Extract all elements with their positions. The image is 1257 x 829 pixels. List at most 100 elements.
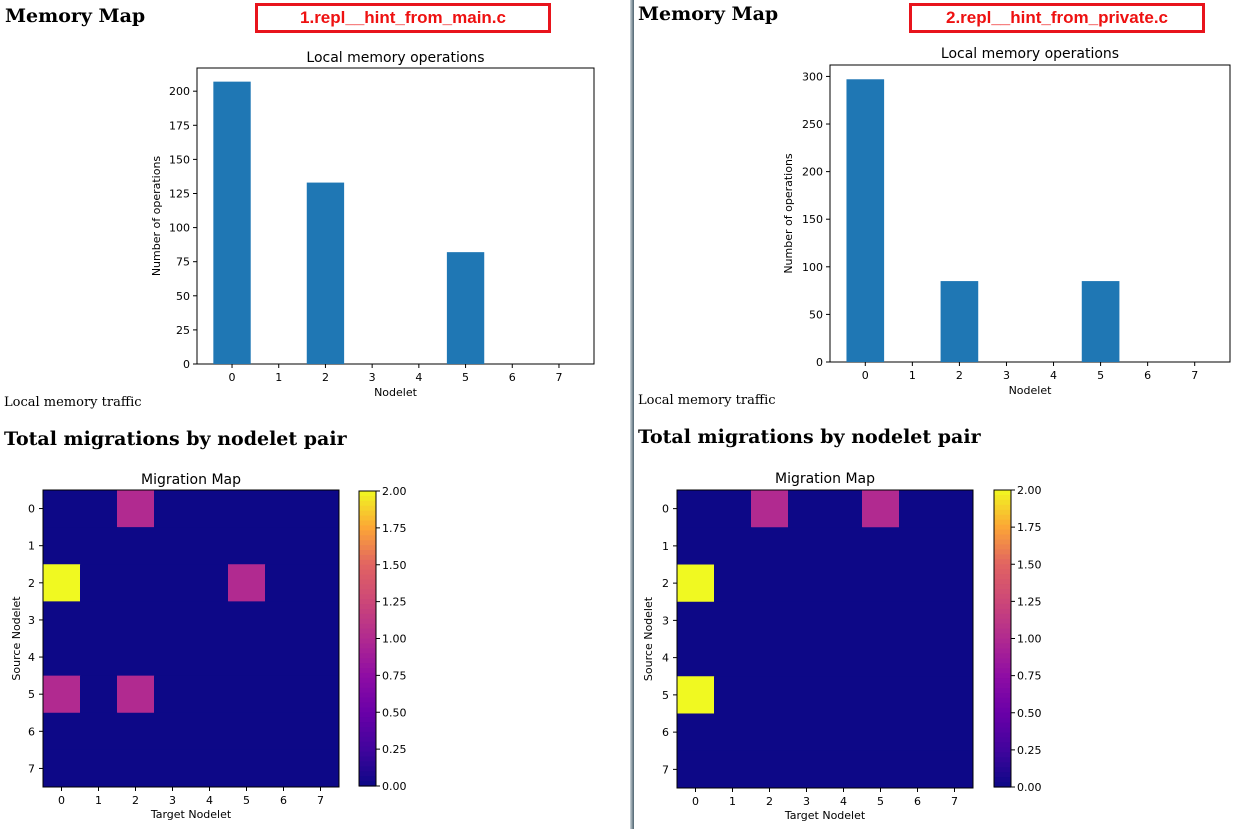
y-tick-label: 0 <box>28 503 35 516</box>
heatmap-cell <box>117 527 155 565</box>
y-tick-label: 50 <box>176 290 190 303</box>
colorbar-tick-label: 1.75 <box>382 522 407 535</box>
colorbar-segment <box>994 579 1011 585</box>
colorbar-segment <box>994 524 1011 531</box>
heatmap-cell <box>80 675 118 714</box>
colorbar-segment <box>359 633 376 640</box>
heatmap-cell <box>302 490 340 528</box>
heatmap-cell <box>936 490 974 528</box>
y-axis-label: Source Nodelet <box>642 596 655 681</box>
colorbar-segment <box>994 722 1011 729</box>
heatmap-cell <box>302 601 340 639</box>
colorbar-tick-label: 1.50 <box>1017 558 1042 571</box>
heatmap-cell <box>265 675 303 714</box>
heatmap-cell <box>677 490 715 528</box>
colorbar-segment <box>359 741 376 748</box>
x-tick-label: 1 <box>275 371 282 384</box>
heatmap-cell <box>43 601 81 639</box>
y-tick-label: 50 <box>809 308 823 321</box>
heatmap-cell <box>154 527 192 565</box>
section-heading: Total migrations by nodelet pair <box>638 426 981 448</box>
colorbar-segment <box>359 663 376 669</box>
heatmap-cell <box>302 749 340 788</box>
heatmap-cell <box>899 564 937 603</box>
heatmap-cell <box>899 676 937 714</box>
heatmap-cell <box>751 564 789 603</box>
heatmap-cell <box>936 750 974 789</box>
bar <box>213 81 251 364</box>
heatmap-cell <box>899 490 937 528</box>
x-axis-label: Nodelet <box>1009 384 1053 397</box>
colorbar-segment <box>359 609 376 615</box>
colorbar-segment <box>359 525 376 531</box>
y-tick-label: 3 <box>28 614 35 627</box>
x-tick-label: 2 <box>956 369 963 382</box>
heatmap-cell <box>154 675 192 714</box>
colorbar-segment <box>359 731 376 738</box>
colorbar-segment <box>994 608 1011 615</box>
colorbar-tick-label: 0.25 <box>1017 744 1042 757</box>
heatmap-cell <box>117 601 155 639</box>
colorbar-segment <box>359 505 376 512</box>
y-tick-label: 4 <box>28 651 35 664</box>
heatmap-cell <box>677 713 715 752</box>
colorbar-segment <box>994 509 1011 516</box>
y-tick-label: 4 <box>662 652 669 665</box>
heatmap-cell <box>899 713 937 752</box>
heatmap-cell <box>862 601 900 640</box>
colorbar-segment <box>359 672 376 679</box>
heatmap-cell <box>714 676 752 714</box>
heatmap-cell <box>936 601 974 640</box>
colorbar-segment <box>359 579 376 586</box>
heatmap-cell <box>191 749 229 788</box>
colorbar-segment <box>359 668 376 674</box>
colorbar-tick-label: 0.75 <box>382 669 407 682</box>
colorbar-segment <box>359 510 376 517</box>
colorbar-segment <box>359 707 376 713</box>
heatmap-cell <box>80 601 118 639</box>
heatmap-cell <box>751 713 789 752</box>
chart-title: Migration Map <box>141 472 241 488</box>
colorbar-segment <box>994 598 1011 605</box>
x-tick-label: 5 <box>877 795 884 808</box>
colorbar-segment <box>359 712 376 718</box>
heatmap-cell <box>302 527 340 565</box>
heatmap-cell <box>714 750 752 789</box>
colorbar-segment <box>994 623 1011 630</box>
heatmap-cell <box>936 713 974 752</box>
heatmap-cell <box>302 564 340 602</box>
y-tick-label: 5 <box>28 688 35 701</box>
colorbar-segment <box>994 633 1011 640</box>
bar <box>446 252 485 364</box>
colorbar-segment <box>994 658 1011 664</box>
x-tick-label: 7 <box>951 795 958 808</box>
colorbar-segment <box>359 574 376 581</box>
colorbar-segment <box>994 767 1011 773</box>
heatmap-cell <box>80 490 118 528</box>
colorbar-segment <box>994 782 1011 788</box>
heatmap-cell <box>43 638 81 677</box>
colorbar-tick-label: 2.00 <box>382 485 407 498</box>
heatmap-cell <box>80 638 118 677</box>
x-tick-label: 1 <box>729 795 736 808</box>
colorbar-segment <box>994 678 1011 684</box>
colorbar-segment <box>994 663 1011 669</box>
x-tick-label: 6 <box>280 794 287 807</box>
bar <box>1081 281 1120 362</box>
colorbar-segment <box>994 712 1011 719</box>
heatmap-chart-right: Migration Map 0 1 2 3 4 5 6 7 0 1 2 3 4 5 6 7 Target Node… <box>642 471 1042 822</box>
plot-frame <box>42 489 340 788</box>
colorbar-segment <box>359 495 376 502</box>
colorbar-segment <box>994 653 1011 659</box>
bar <box>940 281 979 362</box>
colorbar-segment <box>359 781 376 787</box>
x-tick-label: 3 <box>1003 369 1010 382</box>
heatmap-cell <box>862 639 900 677</box>
heatmap-cell <box>191 527 229 565</box>
x-tick-label: 3 <box>169 794 176 807</box>
colorbar-segment <box>994 752 1011 758</box>
colorbar-segment <box>994 692 1011 699</box>
heatmap-cell <box>265 527 303 565</box>
colorbar-segment <box>994 589 1011 595</box>
colorbar-segment <box>994 643 1011 649</box>
